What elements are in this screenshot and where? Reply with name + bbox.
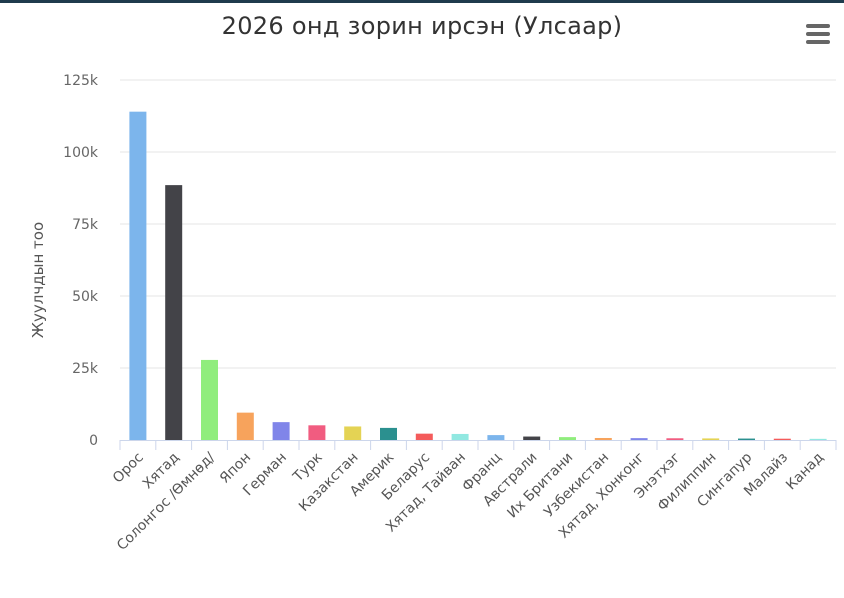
y-tick-label: 100k: [63, 145, 99, 161]
bar-4: [236, 412, 254, 440]
top-border: [0, 0, 844, 3]
bar-13: [559, 437, 576, 440]
bar-11: [487, 435, 505, 440]
chart-title: 2026 онд зорин ирсэн (Улсаар): [221, 12, 623, 40]
y-tick-label: 25k: [72, 361, 99, 377]
bar-18: [738, 438, 755, 440]
hamburger-menu-icon[interactable]: [804, 22, 832, 46]
menu-bar: [806, 32, 830, 36]
bar-15: [630, 438, 648, 440]
bar-1: [129, 111, 147, 441]
bar-6: [308, 425, 326, 440]
bar-20: [809, 438, 827, 440]
bar-19: [773, 438, 791, 440]
y-axis-title: Жуулчдын тоо: [29, 222, 47, 338]
bar-2: [165, 185, 183, 440]
bar-14: [594, 437, 612, 440]
y-tick-label: 125k: [63, 73, 99, 89]
bar-8: [380, 427, 397, 440]
bar-10: [451, 433, 469, 440]
bar-16: [666, 438, 684, 440]
y-tick-label: 0: [89, 433, 98, 449]
bar-3: [201, 359, 218, 440]
x-tick-label: Канад: [783, 450, 827, 494]
bar-7: [344, 426, 362, 440]
bar-5: [272, 422, 290, 440]
bar-12: [523, 436, 541, 440]
menu-bar: [806, 24, 830, 28]
y-tick-label: 50k: [72, 289, 99, 305]
bar-9: [415, 433, 433, 440]
menu-bar: [806, 40, 830, 44]
bar-17: [702, 438, 720, 440]
y-tick-label: 75k: [72, 217, 99, 233]
